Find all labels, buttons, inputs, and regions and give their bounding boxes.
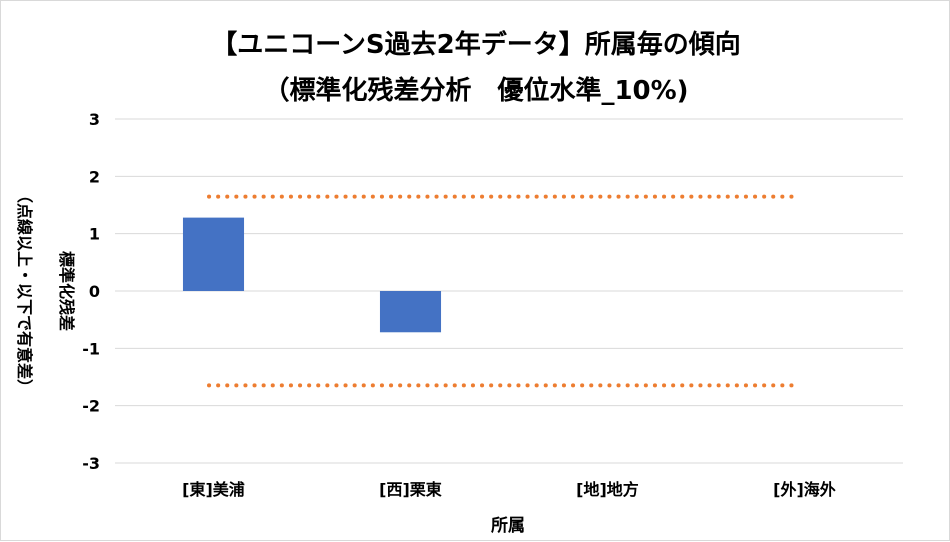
gridlines <box>115 118 903 464</box>
y-tick-label: -1 <box>82 339 100 358</box>
reference-lines <box>207 194 799 388</box>
bars <box>182 217 442 333</box>
y-tick-label: 3 <box>89 110 100 129</box>
y-tick-label: 1 <box>89 225 100 244</box>
y-axis-title-line-1: 標準化残差 <box>57 251 76 331</box>
x-tick-label: [西]栗東 <box>379 480 442 499</box>
bar <box>379 291 442 333</box>
y-tick-label: -2 <box>82 397 100 416</box>
y-axis-title-line-2: （点線以上・以下で有意差） <box>15 187 34 395</box>
bar <box>182 217 245 291</box>
x-tick-labels: [東]美浦 [西]栗東 [地]地方 [外]海外 <box>182 480 836 499</box>
chart-title-line-2: （標準化残差分析 優位水準_10%) <box>263 75 688 106</box>
chart-title-line-1: 【ユニコーンS過去2年データ】所属毎の傾向 <box>211 29 741 60</box>
x-tick-label: [東]美浦 <box>182 480 245 499</box>
y-tick-labels: 3 2 1 0 -1 -2 -3 <box>82 110 100 473</box>
x-tick-label: [外]海外 <box>773 480 836 499</box>
y-tick-label: 0 <box>89 282 100 301</box>
y-tick-label: 2 <box>89 167 100 186</box>
y-tick-label: -3 <box>82 454 100 473</box>
x-axis-title: 所属 <box>491 516 525 536</box>
x-tick-label: [地]地方 <box>576 480 639 499</box>
